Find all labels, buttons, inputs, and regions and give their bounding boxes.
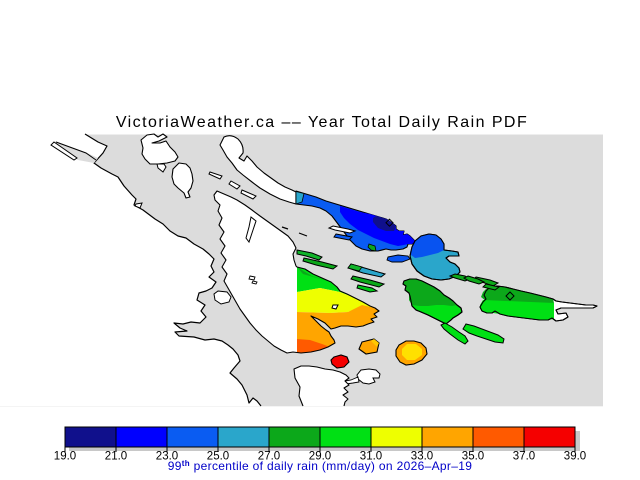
svg-text:99th percentile of daily rain: 99th percentile of daily rain (mm/day) o… <box>168 459 473 473</box>
svg-text:29.0: 29.0 <box>309 451 331 463</box>
svg-text:37.0: 37.0 <box>513 451 535 463</box>
svg-text:VictoriaWeather.ca –– Year Tot: VictoriaWeather.ca –– Year Total Daily R… <box>116 114 528 131</box>
svg-text:23.0: 23.0 <box>156 451 178 463</box>
svg-text:27.0: 27.0 <box>258 451 280 463</box>
svg-text:21.0: 21.0 <box>105 451 127 463</box>
svg-text:33.0: 33.0 <box>411 451 433 463</box>
svg-text:19.0: 19.0 <box>54 451 76 463</box>
svg-text:39.0: 39.0 <box>564 451 586 463</box>
svg-text:25.0: 25.0 <box>207 451 229 463</box>
svg-text:35.0: 35.0 <box>462 451 484 463</box>
svg-text:31.0: 31.0 <box>360 451 382 463</box>
